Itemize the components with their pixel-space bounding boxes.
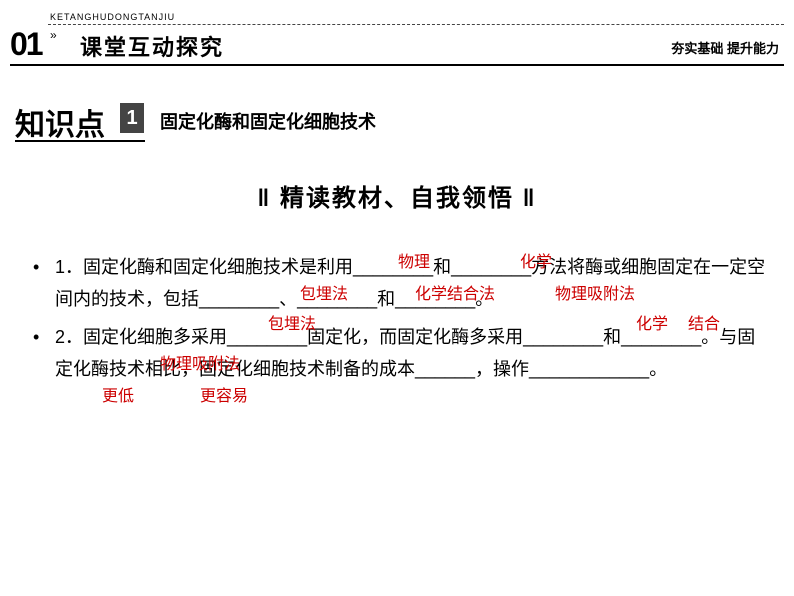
bullet-icon: • <box>33 321 39 353</box>
answer-9: 结合 <box>688 309 720 341</box>
kpoint-number-badge: 1 <box>120 103 144 133</box>
answer-5: 物理吸附法 <box>555 279 635 311</box>
answer-6: 包埋法 <box>268 309 316 341</box>
dashed-divider <box>48 24 784 25</box>
header-title: 课堂互动探究 <box>80 30 224 62</box>
answer-2: 化学 <box>520 247 552 279</box>
answer-11: 更容易 <box>200 381 248 413</box>
content-area: • 1．固定化酶和固定化细胞技术是利用________和________方法将酶… <box>0 251 794 385</box>
answer-7: 物理吸附法 <box>160 349 240 381</box>
kpoint-underline <box>15 140 145 142</box>
knowledge-point-row: 知识点 1 固定化酶和固定化细胞技术 <box>0 100 794 140</box>
answer-3: 包埋法 <box>300 279 348 311</box>
chevron-icon: » <box>50 28 57 42</box>
bullet-icon: • <box>33 251 39 283</box>
answer-1: 物理 <box>398 247 430 279</box>
answer-8: 化学 <box>636 309 668 341</box>
header-pinyin: KETANGHUDONGTANJIU <box>50 12 175 22</box>
kpoint-label: 知识点 <box>15 100 105 144</box>
question-1: • 1．固定化酶和固定化细胞技术是利用________和________方法将酶… <box>25 251 769 315</box>
kpoint-title: 固定化酶和固定化细胞技术 <box>160 108 376 134</box>
page-header: KETANGHUDONGTANJIU 01 » 课堂互动探究 夯实基础 提升能力 <box>0 0 794 70</box>
section-number: 01 <box>10 26 42 63</box>
answer-4: 化学结合法 <box>415 279 495 311</box>
solid-divider <box>10 64 784 66</box>
header-subtitle: 夯实基础 提升能力 <box>671 38 779 57</box>
subheading: ‖ 精读教材、自我领悟 ‖ <box>0 178 794 213</box>
answer-10: 更低 <box>102 381 134 413</box>
